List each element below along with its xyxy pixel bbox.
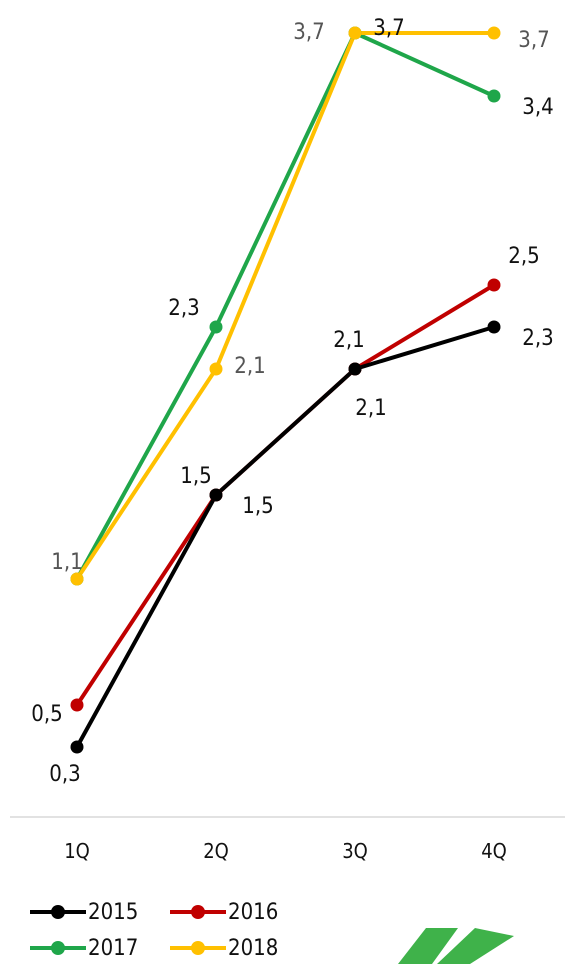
data-point-2015-4Q	[487, 320, 501, 334]
data-point-2015-2Q	[209, 488, 223, 502]
data-point-2017-4Q	[487, 89, 501, 103]
data-labels: 0,3 1,5 2,1 2,3 0,5 1,5 2,1 2,5 2,3 3,7 3,4 1,1 2,1 3…	[31, 16, 553, 787]
data-point-2018-4Q	[487, 26, 501, 40]
series-line-2017	[75, 31, 495, 580]
legend-marker-2016	[191, 905, 205, 919]
legend-label-2015: 2015	[88, 900, 138, 925]
data-point-2015-1Q	[70, 740, 84, 754]
data-point-2017-2Q	[209, 320, 223, 334]
data-label-2015-2Q: 1,5	[180, 464, 211, 489]
series-line-2018	[75, 31, 494, 581]
legend-marker-2017	[51, 941, 65, 955]
data-point-2016-1Q	[70, 698, 84, 712]
legend-marker-2018	[191, 941, 205, 955]
legend-label-2018: 2018	[228, 936, 278, 961]
data-label-2016-4Q: 2,5	[508, 244, 539, 269]
data-label-2018-2Q: 2,1	[234, 354, 265, 379]
data-label-2016-3Q: 2,1	[333, 328, 364, 353]
series-line-2016	[75, 283, 496, 707]
series-lines	[75, 31, 496, 748]
data-label-2016-2Q: 1,5	[242, 494, 273, 519]
legend: 2015 2016 2017 2018	[30, 900, 278, 961]
legend-marker-2015	[51, 905, 65, 919]
data-label-2015-3Q: 2,1	[355, 396, 386, 421]
data-label-2016-1Q: 0,5	[31, 702, 62, 727]
data-label-2017-4Q: 3,4	[522, 95, 553, 120]
data-point-2018-3Q	[348, 26, 362, 40]
legend-label-2016: 2016	[228, 900, 278, 925]
data-label-2017-2Q: 2,3	[168, 296, 199, 321]
x-axis-ticks: 1Q 2Q 3Q 4Q	[64, 839, 507, 863]
data-label-2018-3Q: 3,7	[293, 20, 324, 45]
x-tick-label-4Q: 4Q	[481, 839, 507, 863]
series-points	[70, 26, 501, 754]
data-label-2015-4Q: 2,3	[522, 326, 553, 351]
data-point-2015-3Q	[348, 362, 362, 376]
data-label-2017-3Q: 3,7	[373, 16, 404, 41]
series-line-2015	[75, 325, 495, 748]
x-tick-label-1Q: 1Q	[64, 839, 90, 863]
data-label-2015-1Q: 0,3	[49, 762, 80, 787]
x-tick-label-3Q: 3Q	[342, 839, 368, 863]
data-label-2018-4Q: 3,7	[518, 28, 549, 53]
data-label-2018-1Q: 1,1	[51, 550, 82, 575]
data-point-2018-2Q	[209, 362, 223, 376]
x-tick-label-2Q: 2Q	[203, 839, 229, 863]
company-logo	[398, 928, 514, 964]
data-point-2018-1Q	[70, 572, 84, 586]
data-point-2016-4Q	[487, 278, 501, 292]
legend-label-2017: 2017	[88, 936, 138, 961]
